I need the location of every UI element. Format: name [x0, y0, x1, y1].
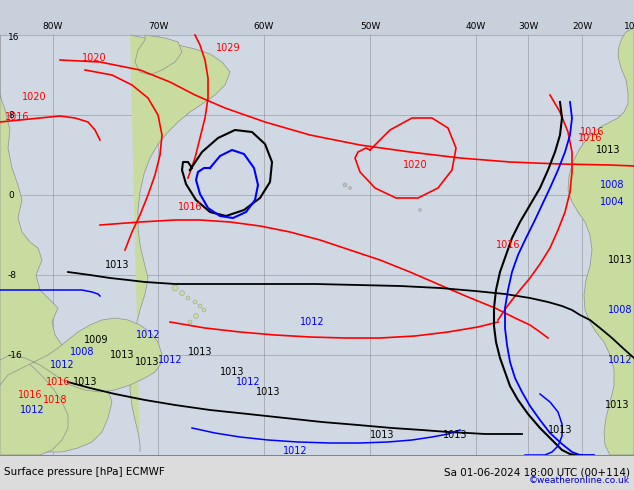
- Text: 1008: 1008: [70, 347, 94, 357]
- Bar: [0, 35, 634, 455]
- Text: 1013: 1013: [370, 430, 394, 440]
- Circle shape: [193, 300, 197, 304]
- Polygon shape: [0, 35, 112, 452]
- Text: 1013: 1013: [256, 387, 280, 397]
- Circle shape: [193, 314, 198, 318]
- Text: 10W: 10W: [624, 22, 634, 31]
- Text: 50W: 50W: [360, 22, 380, 31]
- Text: 1012: 1012: [136, 330, 160, 340]
- Circle shape: [172, 285, 178, 291]
- Text: 80W: 80W: [43, 22, 63, 31]
- Text: 1016: 1016: [178, 202, 202, 212]
- Text: 1020: 1020: [22, 92, 47, 102]
- Circle shape: [188, 320, 192, 324]
- Text: 1016: 1016: [578, 133, 602, 143]
- Text: 1016: 1016: [46, 377, 70, 387]
- Text: -8: -8: [8, 270, 17, 279]
- Circle shape: [349, 187, 351, 190]
- Text: 8: 8: [8, 111, 14, 120]
- Text: 40W: 40W: [466, 22, 486, 31]
- Text: 0: 0: [8, 191, 14, 199]
- Text: 1013: 1013: [105, 260, 129, 270]
- Text: 16: 16: [8, 33, 20, 43]
- Text: 1016: 1016: [580, 127, 604, 137]
- Circle shape: [202, 308, 206, 312]
- Polygon shape: [568, 28, 634, 455]
- Polygon shape: [0, 358, 68, 455]
- Circle shape: [186, 296, 190, 300]
- Text: 1012: 1012: [300, 317, 325, 327]
- Text: 1012: 1012: [158, 355, 183, 365]
- Text: 1013: 1013: [548, 425, 573, 435]
- Text: 1009: 1009: [84, 335, 108, 345]
- Text: 1013: 1013: [443, 430, 467, 440]
- Bar: [0, 455, 634, 490]
- Text: 60W: 60W: [254, 22, 274, 31]
- Text: ©weatheronline.co.uk: ©weatheronline.co.uk: [529, 476, 630, 485]
- Text: 1013: 1013: [110, 350, 134, 360]
- Text: 1012: 1012: [283, 446, 307, 456]
- Text: 1013: 1013: [596, 145, 621, 155]
- Circle shape: [179, 291, 184, 295]
- Text: -16: -16: [8, 350, 23, 360]
- Circle shape: [198, 304, 202, 308]
- Circle shape: [418, 209, 422, 212]
- Text: 1012: 1012: [49, 360, 74, 370]
- Polygon shape: [135, 35, 182, 75]
- Text: 30W: 30W: [518, 22, 538, 31]
- Polygon shape: [0, 318, 162, 392]
- Text: 20W: 20W: [572, 22, 592, 31]
- Text: 1012: 1012: [20, 405, 44, 415]
- Text: 1012: 1012: [236, 377, 261, 387]
- Text: Sa 01-06-2024 18:00 UTC (00+114): Sa 01-06-2024 18:00 UTC (00+114): [444, 467, 630, 477]
- Text: Surface pressure [hPa] ECMWF: Surface pressure [hPa] ECMWF: [4, 467, 165, 477]
- Text: 1013: 1013: [73, 377, 97, 387]
- Text: 1029: 1029: [216, 43, 240, 53]
- Text: 1020: 1020: [82, 53, 107, 63]
- Circle shape: [343, 183, 347, 187]
- Text: 1018: 1018: [42, 395, 67, 405]
- Text: 1020: 1020: [403, 160, 427, 170]
- Text: 1013: 1013: [135, 357, 160, 367]
- Text: 1016: 1016: [5, 112, 30, 122]
- Polygon shape: [130, 35, 230, 452]
- Text: 1004: 1004: [600, 197, 624, 207]
- Text: 1013: 1013: [608, 255, 633, 265]
- Text: 1016: 1016: [18, 390, 42, 400]
- Text: 1013: 1013: [220, 367, 244, 377]
- Text: 70W: 70W: [148, 22, 168, 31]
- Text: 1012: 1012: [608, 355, 633, 365]
- Text: 1013: 1013: [605, 400, 630, 410]
- Text: 1008: 1008: [600, 180, 624, 190]
- Text: 1016: 1016: [496, 240, 521, 250]
- Text: 1013: 1013: [188, 347, 212, 357]
- Text: 1008: 1008: [608, 305, 633, 315]
